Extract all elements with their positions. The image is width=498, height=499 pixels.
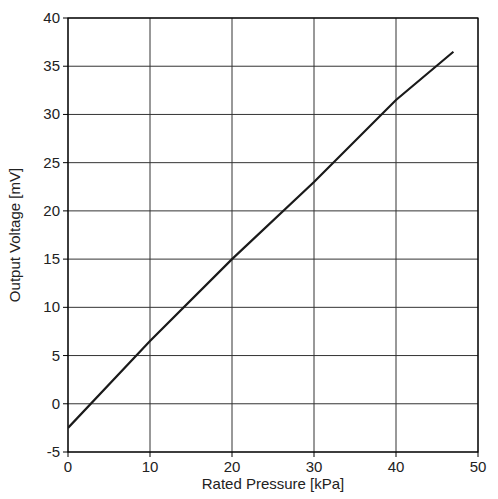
x-tick-label: 0 xyxy=(64,458,72,475)
chart-container: 01020304050-50510152025303540Rated Press… xyxy=(0,0,498,499)
y-tick-label: 40 xyxy=(43,9,60,26)
x-axis-title: Rated Pressure [kPa] xyxy=(202,475,345,492)
y-tick xyxy=(63,259,68,260)
y-tick xyxy=(63,210,68,211)
grid-line-x xyxy=(232,18,233,452)
x-tick xyxy=(68,452,69,457)
x-tick xyxy=(396,452,397,457)
y-tick xyxy=(63,162,68,163)
x-tick-label: 40 xyxy=(388,458,405,475)
y-tick-label: 25 xyxy=(43,154,60,171)
y-tick xyxy=(63,403,68,404)
y-tick xyxy=(63,114,68,115)
y-tick-label: 10 xyxy=(43,298,60,315)
y-tick-label: 0 xyxy=(52,395,60,412)
grid-line-y xyxy=(68,114,478,115)
grid-line-x xyxy=(396,18,397,452)
grid xyxy=(68,18,478,452)
plot-frame xyxy=(68,18,478,452)
grid-line-y xyxy=(68,259,478,260)
y-tick xyxy=(63,66,68,67)
y-tick xyxy=(63,452,68,453)
data-line xyxy=(68,52,453,428)
grid-line-y xyxy=(68,210,478,211)
y-tick-label: -5 xyxy=(47,443,60,460)
grid-line-y xyxy=(68,355,478,356)
y-tick xyxy=(63,18,68,19)
x-tick xyxy=(232,452,233,457)
y-tick xyxy=(63,307,68,308)
data-group xyxy=(68,52,453,428)
y-tick-label: 30 xyxy=(43,105,60,122)
x-tick xyxy=(150,452,151,457)
x-tick-label: 20 xyxy=(224,458,241,475)
y-tick-label: 35 xyxy=(43,57,60,74)
x-tick xyxy=(478,452,479,457)
x-tick xyxy=(314,452,315,457)
y-tick-label: 5 xyxy=(52,347,60,364)
grid-line-x xyxy=(150,18,151,452)
x-tick-label: 50 xyxy=(470,458,487,475)
y-tick-label: 15 xyxy=(43,250,60,267)
y-axis-title: Output Voltage [mV] xyxy=(6,168,23,302)
y-tick-label: 20 xyxy=(43,202,60,219)
grid-line-y xyxy=(68,66,478,67)
grid-line-y xyxy=(68,162,478,163)
grid-line-x xyxy=(314,18,315,452)
y-tick xyxy=(63,355,68,356)
x-tick-label: 10 xyxy=(142,458,159,475)
chart-svg: 01020304050-50510152025303540Rated Press… xyxy=(0,0,498,499)
grid-line-y xyxy=(68,307,478,308)
x-tick-label: 30 xyxy=(306,458,323,475)
grid-line-y xyxy=(68,403,478,404)
